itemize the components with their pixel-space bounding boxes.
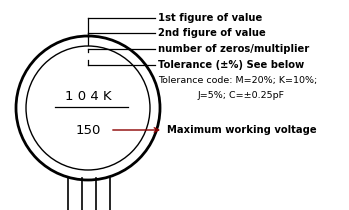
- Text: 1 0 4 K: 1 0 4 K: [65, 91, 111, 104]
- Text: Tolerance code: M=20%; K=10%;: Tolerance code: M=20%; K=10%;: [158, 76, 317, 85]
- Text: J=5%; C=±0.25pF: J=5%; C=±0.25pF: [198, 92, 285, 101]
- Text: Maximum working voltage: Maximum working voltage: [167, 125, 317, 135]
- Text: 1st figure of value: 1st figure of value: [158, 13, 262, 23]
- Text: 2nd figure of value: 2nd figure of value: [158, 28, 266, 38]
- Text: Tolerance (±%) See below: Tolerance (±%) See below: [158, 60, 304, 70]
- Text: 150: 150: [75, 123, 101, 136]
- Text: number of zeros/multiplier: number of zeros/multiplier: [158, 44, 309, 54]
